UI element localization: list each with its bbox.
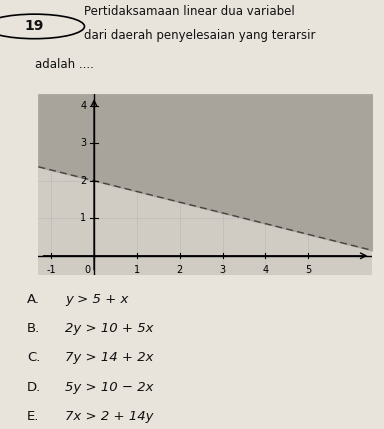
Text: dari daerah penyelesaian yang terarsir: dari daerah penyelesaian yang terarsir bbox=[84, 29, 316, 42]
Text: 2y > 10 + 5x: 2y > 10 + 5x bbox=[65, 322, 154, 335]
Text: 1: 1 bbox=[80, 213, 86, 223]
Text: y > 5 + x: y > 5 + x bbox=[65, 293, 129, 306]
Text: Pertidaksamaan linear dua variabel: Pertidaksamaan linear dua variabel bbox=[84, 5, 295, 18]
Text: 2: 2 bbox=[80, 176, 86, 186]
Text: B.: B. bbox=[27, 322, 40, 335]
Text: C.: C. bbox=[27, 351, 40, 365]
Text: 3: 3 bbox=[80, 138, 86, 148]
Text: 1: 1 bbox=[134, 265, 140, 275]
Text: 7y > 14 + 2x: 7y > 14 + 2x bbox=[65, 351, 154, 365]
Text: A.: A. bbox=[27, 293, 40, 306]
Text: 4: 4 bbox=[80, 101, 86, 111]
Text: 5: 5 bbox=[305, 265, 311, 275]
Text: 4: 4 bbox=[262, 265, 268, 275]
Text: adalah ....: adalah .... bbox=[35, 57, 93, 71]
Text: 3: 3 bbox=[220, 265, 226, 275]
Text: 5y > 10 − 2x: 5y > 10 − 2x bbox=[65, 381, 154, 394]
Text: 0: 0 bbox=[84, 265, 91, 275]
Text: 19: 19 bbox=[25, 19, 44, 33]
Text: D.: D. bbox=[27, 381, 41, 394]
Text: E.: E. bbox=[27, 410, 39, 423]
Text: 7x > 2 + 14y: 7x > 2 + 14y bbox=[65, 410, 154, 423]
Text: -1: -1 bbox=[46, 265, 56, 275]
Text: 2: 2 bbox=[177, 265, 183, 275]
